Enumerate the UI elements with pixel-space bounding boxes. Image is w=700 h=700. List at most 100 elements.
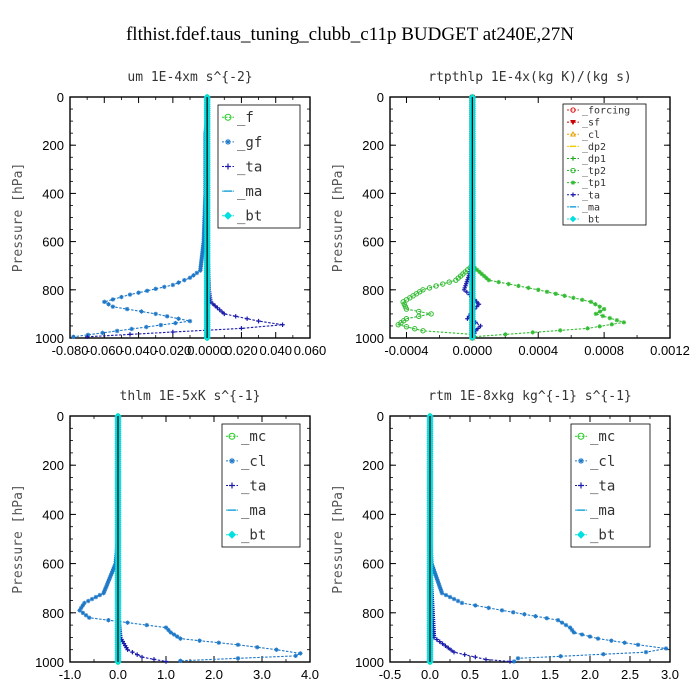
data-point <box>111 565 117 570</box>
data-point <box>511 610 516 615</box>
data-point <box>437 583 442 588</box>
x-tick-label: 0.020 <box>225 343 258 358</box>
legend-marker <box>228 432 236 440</box>
x-tick-label: -1.0 <box>59 667 81 682</box>
data-point <box>158 322 164 328</box>
y-tick-label: 800 <box>42 283 64 298</box>
data-point <box>567 625 573 630</box>
x-tick-label: 0.0000 <box>187 343 227 358</box>
legend-marker <box>225 163 231 170</box>
data-point <box>173 320 178 326</box>
data-point <box>103 585 109 590</box>
legend-label: _mc <box>590 429 615 445</box>
data-point <box>89 596 95 602</box>
data-point <box>97 592 102 598</box>
data-point <box>210 301 216 307</box>
data-point <box>175 634 180 639</box>
data-point <box>106 302 111 307</box>
series-line <box>429 416 667 662</box>
series-ta <box>115 413 169 664</box>
data-point <box>555 617 561 623</box>
data-point <box>125 647 130 652</box>
data-point <box>481 273 487 279</box>
chart-panel-4: rtm 1E-8xkg kg^{-1} s^{-1} Pressure [hPa]… <box>331 389 679 682</box>
legend-label: _bt <box>237 209 262 225</box>
series-line <box>117 416 167 663</box>
chart-panel-2: rtpthlp 1E-4x(kg K)/(kg s) Pressure [hPa]… <box>331 70 690 358</box>
data-point <box>103 586 108 592</box>
data-point <box>473 603 478 608</box>
legend-marker <box>229 482 235 489</box>
data-point <box>127 292 133 297</box>
data-point <box>515 656 521 661</box>
data-point <box>439 588 444 594</box>
data-point <box>244 316 250 321</box>
data-point <box>280 322 285 327</box>
data-point <box>166 627 171 633</box>
data-point <box>84 334 90 339</box>
y-tick-label: 0 <box>377 90 384 105</box>
data-point <box>462 652 467 657</box>
y-tick-label: 600 <box>42 235 64 250</box>
data-point <box>433 573 438 578</box>
data-point <box>403 306 410 312</box>
data-point <box>595 636 601 641</box>
y-tick-label: 600 <box>362 557 384 572</box>
data-point <box>420 328 426 334</box>
data-point <box>255 645 260 650</box>
legend-label: _gf <box>237 135 262 151</box>
legend-marker <box>570 119 576 126</box>
data-point <box>83 613 89 618</box>
legend-marker <box>570 167 576 174</box>
data-point <box>635 642 641 647</box>
legend-marker <box>229 457 235 464</box>
legend-box <box>217 104 301 229</box>
x-tick-label: 0.0004 <box>518 343 558 358</box>
data-point <box>102 299 107 305</box>
data-point <box>187 318 193 324</box>
data-point <box>475 326 481 331</box>
series-line <box>396 97 473 335</box>
data-point <box>663 646 669 651</box>
y-tick-label: 0 <box>377 409 384 424</box>
data-point <box>486 605 491 611</box>
data-point <box>579 632 585 637</box>
data-point <box>451 649 457 655</box>
x-tick-label: 3.0 <box>661 667 679 682</box>
x-tick-label: 3.0 <box>253 667 271 682</box>
data-point <box>451 596 457 602</box>
data-point <box>293 653 298 659</box>
data-point <box>111 567 116 572</box>
plots-container: um 1E-4xm s^{-2} Pressure [hPa] 0 200 400 600… <box>11 70 690 682</box>
x-tick-label: -0.020 <box>154 343 191 358</box>
y-tick-label: 800 <box>362 283 384 298</box>
legend-label: _ta <box>237 159 262 175</box>
legend-marker <box>577 432 585 440</box>
data-point <box>153 311 158 317</box>
x-tick-label: 0.0000 <box>452 343 492 358</box>
data-point <box>107 575 113 580</box>
data-point <box>443 643 448 649</box>
data-point <box>107 577 112 582</box>
data-point <box>436 581 441 586</box>
data-point <box>198 268 203 273</box>
legend-label: _bt <box>582 214 600 225</box>
data-point <box>216 640 221 645</box>
x-tick-label: -0.060 <box>86 343 123 358</box>
data-point <box>609 638 614 643</box>
data-point <box>86 598 91 604</box>
data-point <box>105 581 110 586</box>
data-point <box>437 639 442 644</box>
x-tick-label: 0.5 <box>461 667 479 682</box>
y-tick-label: 0 <box>57 90 64 105</box>
data-point <box>171 632 177 637</box>
y-axis-label: Pressure [hPa] <box>331 163 346 273</box>
data-point <box>109 571 114 576</box>
x-tick-label: 2.0 <box>205 667 223 682</box>
legend-marker <box>578 482 584 489</box>
data-point <box>476 302 482 307</box>
legend-marker <box>570 156 576 161</box>
data-point <box>511 659 517 664</box>
data-point <box>151 657 157 662</box>
